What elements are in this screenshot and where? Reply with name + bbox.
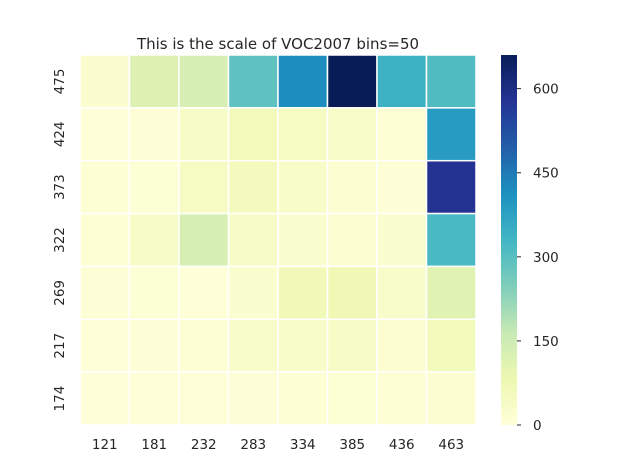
heatmap-cell — [326, 371, 378, 426]
y-tick-labels: 475 424 373 322 269 217 174 — [52, 69, 68, 412]
heatmap-cell — [178, 318, 230, 373]
x-tick-label: 334 — [290, 437, 316, 453]
heatmap-cell — [277, 265, 329, 321]
heatmap-cell — [277, 54, 329, 109]
heatmap-cell — [128, 212, 180, 268]
heatmap-cell — [227, 265, 279, 321]
heatmap-cell — [277, 107, 329, 162]
heatmap-cell — [79, 318, 131, 373]
colorbar-tick-label: 450 — [533, 166, 559, 182]
heatmap-cell — [178, 159, 230, 215]
heatmap-cell — [376, 318, 428, 373]
heatmap-cell — [79, 107, 131, 162]
heatmap-cell — [326, 318, 378, 373]
x-tick-label: 181 — [141, 437, 167, 453]
x-tick-label: 283 — [240, 437, 266, 453]
y-tick-label: 424 — [52, 121, 68, 147]
colorbar-tick-label: 600 — [533, 82, 559, 98]
heatmap-cell — [79, 212, 131, 268]
heatmap-cell — [178, 54, 230, 109]
heatmap-cell — [277, 159, 329, 215]
heatmap-cell — [128, 318, 180, 373]
heatmap-cell — [178, 265, 230, 321]
heatmap-cell — [326, 265, 378, 321]
heatmap-cell — [178, 212, 230, 268]
heatmap-cell — [326, 159, 378, 215]
heatmap-cell — [227, 107, 279, 162]
y-tick-label: 322 — [52, 227, 68, 253]
y-tick-label: 269 — [52, 280, 68, 306]
colorbar — [501, 55, 517, 425]
y-tick-label: 373 — [52, 174, 68, 200]
x-tick-labels: 121 181 232 283 334 385 436 463 — [92, 437, 464, 453]
heatmap-cell — [277, 212, 329, 268]
heatmap-cell — [376, 54, 428, 109]
heatmap-cell — [227, 54, 279, 109]
colorbar-tick-label: 300 — [533, 250, 559, 266]
heatmap-cell — [425, 159, 477, 215]
x-tick-label: 232 — [191, 437, 217, 453]
heatmap-cell — [79, 159, 131, 215]
heatmap-cell — [425, 265, 477, 321]
heatmap-cell — [277, 318, 329, 373]
chart-title: This is the scale of VOC2007 bins=50 — [136, 35, 419, 53]
heatmap-cell — [376, 371, 428, 426]
x-tick-label: 463 — [438, 437, 464, 453]
y-tick-label: 174 — [52, 386, 68, 412]
heatmap-cell — [227, 159, 279, 215]
heatmap-cell — [79, 371, 131, 426]
heatmap-cell — [376, 212, 428, 268]
heatmap-cell — [376, 159, 428, 215]
heatmap-cell — [277, 371, 329, 426]
y-tick-label: 475 — [52, 69, 68, 95]
heatmap-cell — [79, 265, 131, 321]
x-tick-label: 436 — [389, 437, 415, 453]
heatmap-cell — [425, 371, 477, 426]
colorbar-tick-label: 0 — [533, 418, 542, 434]
heatmap-cell — [376, 265, 428, 321]
heatmap-cell — [425, 54, 477, 109]
heatmap-cell — [128, 54, 180, 109]
heatmap-cell — [128, 107, 180, 162]
heatmap-cell — [128, 265, 180, 321]
heatmap-cell — [326, 54, 378, 109]
heatmap-cell — [376, 107, 428, 162]
heatmap-cell — [227, 212, 279, 268]
heatmap-cells — [79, 54, 477, 426]
x-tick-label: 385 — [339, 437, 365, 453]
heatmap-cell — [425, 318, 477, 373]
heatmap-cell — [178, 107, 230, 162]
heatmap-cell — [425, 107, 477, 162]
x-tick-label: 121 — [92, 437, 118, 453]
heatmap-cell — [128, 159, 180, 215]
heatmap-cell — [425, 212, 477, 268]
heatmap-cell — [178, 371, 230, 426]
y-tick-label: 217 — [52, 333, 68, 359]
heatmap-cell — [227, 371, 279, 426]
colorbar-tick-label: 150 — [533, 334, 559, 350]
heatmap-cell — [227, 318, 279, 373]
colorbar-ticks: 0 150 300 450 600 — [517, 82, 559, 434]
heatmap-cell — [79, 54, 131, 109]
heatmap-cell — [128, 371, 180, 426]
heatmap-cell — [326, 212, 378, 268]
heatmap-cell — [326, 107, 378, 162]
